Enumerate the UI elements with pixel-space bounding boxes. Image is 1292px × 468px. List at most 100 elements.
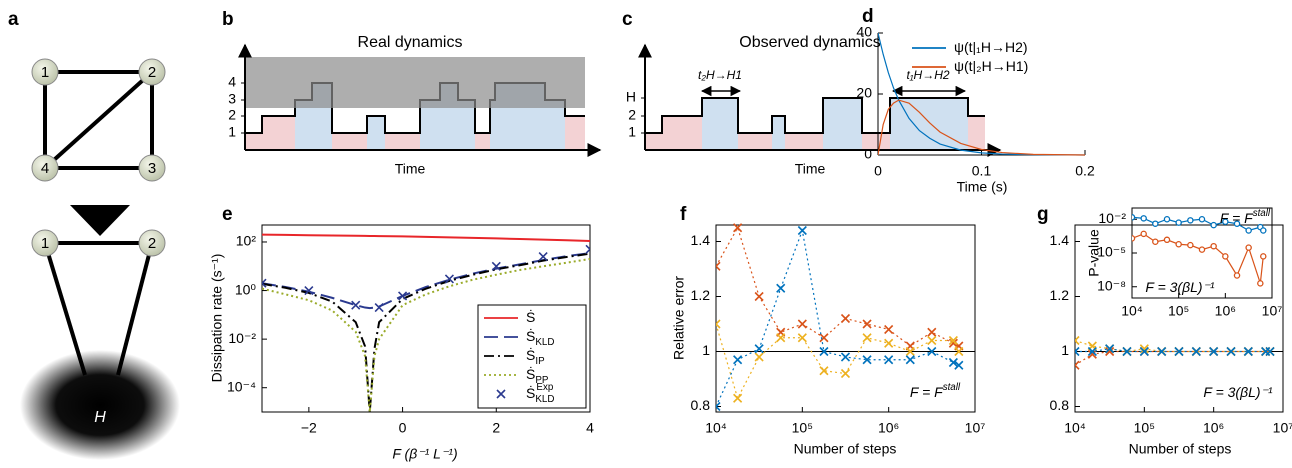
marker — [754, 352, 764, 362]
marker — [1163, 236, 1171, 244]
series-line — [1132, 233, 1264, 284]
real-dynamics-diagram: b Real dynamics Time 1 2 3 4 — [222, 9, 602, 177]
superscript: Exp — [536, 382, 553, 393]
series-line — [1075, 339, 1271, 353]
state-fill — [420, 100, 440, 150]
level-label: H — [626, 89, 636, 105]
marker — [1174, 346, 1184, 357]
marker — [733, 393, 743, 403]
state-fill — [823, 98, 862, 150]
rich-text: F = 3(βL)⁻¹ — [1203, 384, 1273, 400]
chart: 10⁴ 10⁵ 10⁶ 10⁷ 10⁻² 10⁻⁵ 10⁻⁸P-value F = Fstal… — [1086, 207, 1283, 319]
node-label: 4 — [41, 160, 49, 177]
text-part: ψ(t|₂H→H1) — [954, 58, 1028, 74]
rich-text: Ṡ — [526, 308, 535, 325]
state-fill — [702, 98, 738, 150]
rich-text: F = Fstall — [1220, 208, 1271, 226]
legend-box — [477, 304, 587, 409]
x-tick-label: 10⁵ — [1134, 420, 1155, 436]
marker — [374, 302, 384, 313]
marker — [927, 327, 937, 337]
panel-label: b — [222, 9, 234, 30]
marker — [776, 333, 786, 343]
x-tick-label: 0 — [399, 420, 407, 436]
marker — [927, 335, 937, 346]
state-fill — [458, 100, 475, 150]
marker — [538, 252, 548, 262]
marker — [927, 346, 937, 357]
marker — [1152, 220, 1159, 227]
series-group — [878, 32, 1085, 156]
level-label: 1 — [228, 124, 236, 140]
text-part: Ṡ — [526, 308, 535, 325]
x-tick-label: 10⁴ — [1121, 303, 1143, 319]
marker — [1243, 346, 1253, 357]
series-line — [716, 228, 960, 407]
node-label: 3 — [148, 160, 156, 177]
series-group — [262, 233, 590, 413]
text-part: F = F — [1220, 210, 1254, 226]
y-axis-label: Relative error — [671, 276, 687, 360]
marker — [1140, 215, 1147, 222]
chart: 0 0.1 0.2 0 20 40d Time (s) ψ(t|₁H→H2) ψ(t|₂H→H1… — [856, 6, 1095, 195]
marker — [905, 346, 915, 357]
coarse-grain-arrow — [70, 205, 130, 236]
marker — [1209, 346, 1219, 357]
subscript: KLD — [535, 394, 554, 405]
text-part: Ṡ — [526, 384, 535, 401]
x-tick-label: 10⁷ — [965, 420, 986, 436]
text-part: F = 3(βL)⁻¹ — [1203, 384, 1273, 400]
state-trace — [645, 97, 985, 134]
marker — [1233, 272, 1241, 279]
marker — [1157, 346, 1167, 357]
x-axis-label: Number of steps — [794, 441, 897, 457]
marker — [1175, 240, 1182, 248]
node-label: 1 — [41, 235, 49, 252]
y-tick-label: 1 — [1061, 342, 1069, 358]
text-part: Ṡ — [526, 365, 535, 382]
marker — [948, 357, 958, 368]
state-fill — [332, 133, 367, 150]
marker — [754, 344, 764, 354]
state-fill — [785, 133, 823, 150]
marker — [1105, 344, 1115, 354]
y-tick-label: 0.8 — [1050, 397, 1070, 413]
panel-label: f — [680, 204, 687, 225]
y-tick-label: 10⁻⁴ — [227, 378, 256, 394]
marker — [1087, 346, 1097, 357]
text-part: Ṡ — [526, 327, 535, 344]
marker — [1257, 280, 1264, 287]
axis-label: Time — [395, 161, 426, 177]
x-tick-label: 10⁷ — [1262, 303, 1283, 319]
marker — [819, 346, 829, 357]
marker — [862, 333, 872, 343]
series-line — [1075, 350, 1271, 366]
level-label: 3 — [228, 91, 236, 107]
y-tick-label: 20 — [856, 85, 872, 101]
y-tick-label: 10² — [236, 233, 257, 249]
marker — [862, 319, 872, 329]
marker — [1226, 346, 1236, 357]
text-part: ψ(t|₁H→H2) — [954, 39, 1028, 55]
state-fill — [565, 116, 585, 150]
state-fill — [385, 133, 420, 150]
marker — [733, 223, 743, 233]
series-group — [716, 223, 964, 412]
y-axis-label: P-value — [1086, 229, 1102, 277]
y-tick-label: 0 — [864, 146, 872, 162]
subscript: IP — [535, 356, 545, 367]
series-group — [1075, 335, 1275, 370]
x-tick-label: 0.2 — [1075, 163, 1095, 179]
marker — [840, 352, 851, 362]
state-fill — [662, 116, 702, 150]
marker — [1210, 242, 1217, 250]
rich-text: ṠKLDExp — [526, 382, 554, 405]
annotation: t₁H→H2 — [906, 68, 949, 82]
x-tick-label: 0.1 — [972, 163, 992, 179]
rich-text: F = Fstall — [910, 382, 961, 400]
text-part: F = 3(βL)⁻¹ — [1145, 279, 1215, 295]
marker — [1132, 235, 1136, 242]
x-tick-label: −2 — [301, 420, 317, 436]
state-fill — [862, 133, 875, 150]
